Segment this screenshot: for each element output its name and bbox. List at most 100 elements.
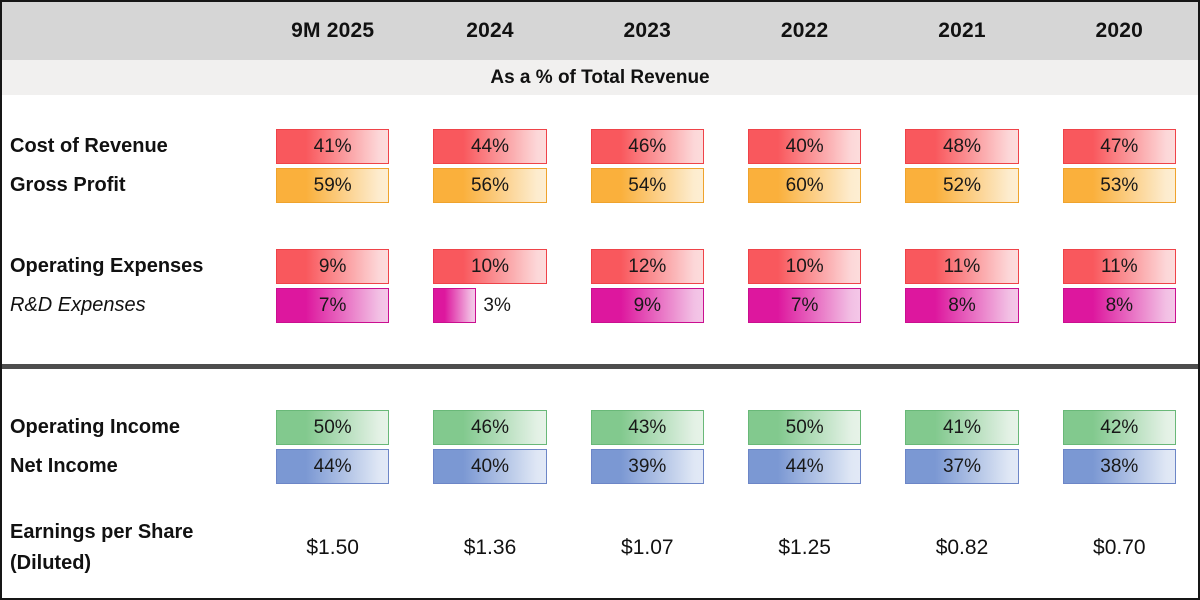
- year-column-header-2023: 2023: [623, 19, 672, 42]
- data-bar: 56%: [433, 168, 547, 203]
- bar-cell: 59%: [254, 168, 411, 203]
- eps-value: $0.70: [1093, 536, 1146, 559]
- eps-value: $0.82: [935, 536, 989, 559]
- bar-cell: 39%: [569, 449, 726, 484]
- bar-cell: 47%: [1041, 129, 1198, 164]
- bar-value: 43%: [628, 416, 667, 438]
- data-bar: 46%: [433, 410, 547, 445]
- bar-cell: 11%: [883, 249, 1040, 284]
- data-bar: 44%: [433, 129, 547, 164]
- subtitle-band: As a % of Total Revenue: [2, 60, 1198, 95]
- bar-value: 50%: [313, 416, 352, 438]
- bar-value: 40%: [785, 135, 824, 157]
- bar-cell: 10%: [726, 249, 883, 284]
- bar-cell: 50%: [254, 410, 411, 445]
- bar-value: 40%: [470, 455, 509, 477]
- bar-value: 44%: [313, 455, 352, 477]
- bar-cell: 44%: [411, 129, 568, 164]
- bar-cell: 41%: [254, 129, 411, 164]
- bar-value: 11%: [1101, 255, 1138, 277]
- bar-value: 53%: [1100, 174, 1139, 196]
- bar-value: 11%: [943, 255, 981, 277]
- data-bar: 60%: [747, 168, 862, 203]
- data-bar: 50%: [747, 410, 862, 445]
- bar-cell: 37%: [883, 449, 1040, 484]
- data-bar: 52%: [905, 168, 1019, 203]
- row-label: Earnings per Share (Diluted): [10, 521, 194, 574]
- bar-cell: 46%: [569, 129, 726, 164]
- bar-cell: 41%: [883, 410, 1040, 445]
- data-bar: 11%: [905, 249, 1019, 284]
- bar-value: 46%: [470, 416, 509, 438]
- bar-value: 50%: [785, 416, 824, 438]
- bar-value: 8%: [948, 294, 976, 316]
- bar-cell: 53%: [1041, 168, 1198, 203]
- bar-cell: 54%: [569, 168, 726, 203]
- data-bar: 10%: [433, 249, 547, 284]
- bar-cell: 43%: [569, 410, 726, 445]
- bar-value: 37%: [942, 455, 981, 477]
- bar-value: 12%: [628, 255, 667, 277]
- data-bar: 42%: [1062, 410, 1176, 445]
- row-label: Gross Profit: [10, 174, 126, 196]
- bar-cell: 38%: [1041, 449, 1198, 484]
- bar-cell: 44%: [726, 449, 883, 484]
- bar-cell: 40%: [411, 449, 568, 484]
- bar-value: 42%: [1100, 416, 1139, 438]
- row-label: Cost of Revenue: [10, 135, 168, 157]
- data-bar: 8%: [905, 288, 1019, 323]
- bar-value: 44%: [785, 455, 824, 477]
- data-bar: 44%: [276, 449, 390, 484]
- data-bar: 41%: [905, 410, 1019, 445]
- data-bar: 47%: [1062, 129, 1176, 164]
- data-bar: 46%: [590, 129, 704, 164]
- year-column-header-9m-2025: 9M 2025: [291, 19, 375, 42]
- bar-value: 56%: [470, 174, 509, 196]
- year-header-row: 9M 2025 2024 2023 2022 2021 2020: [2, 2, 1198, 60]
- row-label: Operating Income: [10, 416, 181, 438]
- bar-value: 41%: [942, 416, 981, 438]
- bar-value: 38%: [1100, 455, 1139, 477]
- subtitle: As a % of Total Revenue: [490, 66, 710, 88]
- data-bar: 37%: [905, 449, 1019, 484]
- bar-value: 44%: [470, 135, 509, 157]
- bar-cell: 52%: [883, 168, 1040, 203]
- bar-cell: 60%: [726, 168, 883, 203]
- bar-value: 9%: [633, 294, 662, 316]
- data-bar: 38%: [1062, 449, 1176, 484]
- data-bar: 10%: [747, 249, 862, 284]
- data-bar: 7%: [747, 288, 862, 323]
- bar-value: 41%: [313, 135, 352, 157]
- bar-cell: 40%: [726, 129, 883, 164]
- bar-value: 10%: [785, 255, 824, 277]
- bar-cell: 46%: [411, 410, 568, 445]
- bar-value: 48%: [942, 135, 981, 157]
- data-bar-short: [433, 288, 477, 323]
- data-bar: 53%: [1062, 168, 1176, 203]
- bar-cell: 50%: [726, 410, 883, 445]
- row-cost-of-revenue: Cost of Revenue 41% 44% 46% 40% 48% 47%: [2, 129, 1198, 164]
- row-rd-expenses: R&D Expenses 7% 3% 9% 7% 8% 8%: [2, 288, 1198, 323]
- data-bar: 9%: [276, 249, 390, 284]
- data-bar: 9%: [590, 288, 704, 323]
- row-operating-income: Operating Income 50% 46% 43% 50% 41% 42%: [2, 410, 1198, 445]
- bar-value: 8%: [1105, 294, 1134, 316]
- bar-cell: 7%: [254, 288, 411, 323]
- data-bar: 59%: [276, 168, 390, 203]
- row-label: Operating Expenses: [10, 255, 204, 277]
- bar-cell: 7%: [726, 288, 883, 323]
- bar-value: 54%: [628, 174, 667, 196]
- bar-cell: 56%: [411, 168, 568, 203]
- bar-cell: 8%: [883, 288, 1040, 323]
- bar-value: 39%: [628, 455, 667, 477]
- data-bar: 40%: [433, 449, 547, 484]
- spacer: [2, 95, 1198, 129]
- bar-value: 46%: [628, 135, 667, 157]
- bar-cell: 9%: [569, 288, 726, 323]
- bar-value: 60%: [785, 174, 824, 196]
- bar-cell: 12%: [569, 249, 726, 284]
- section-divider: [2, 364, 1198, 369]
- bar-value: 7%: [790, 294, 819, 316]
- row-operating-expenses: Operating Expenses 9% 10% 12% 10% 11% 11…: [2, 249, 1198, 284]
